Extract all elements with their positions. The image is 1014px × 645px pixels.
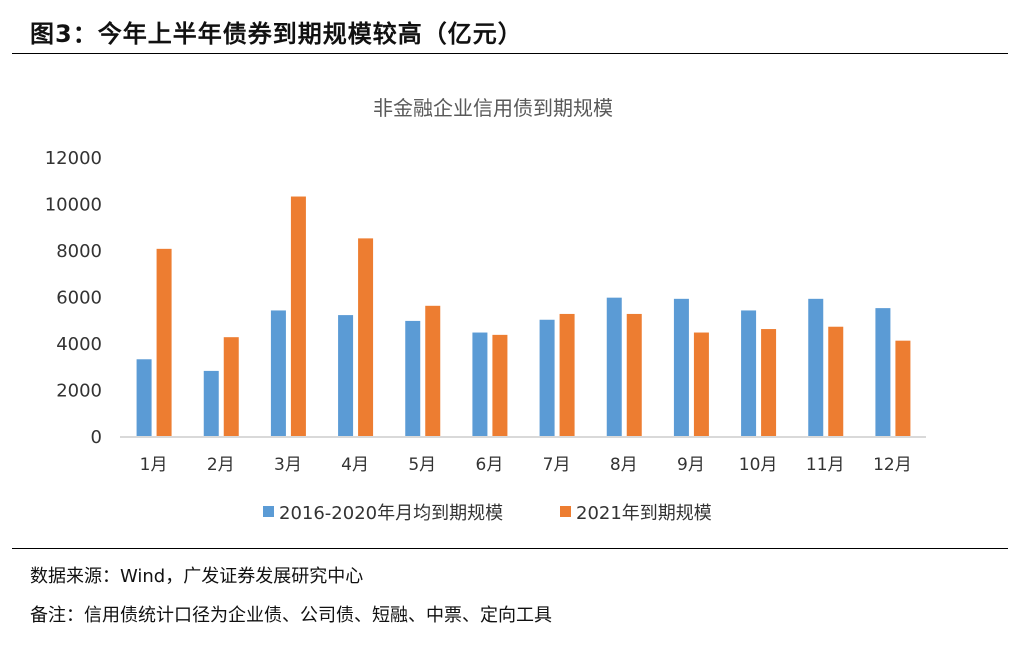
top-divider xyxy=(12,53,1008,54)
bar-2021 xyxy=(828,326,844,436)
remark-note: 备注：信用债统计口径为企业债、公司债、短融、中票、定向工具 xyxy=(30,605,552,626)
y-tick-label: 6000 xyxy=(56,288,102,309)
bar-2021 xyxy=(895,340,911,436)
legend-swatch xyxy=(560,506,571,517)
bar-2021 xyxy=(559,313,575,436)
y-tick-label: 10000 xyxy=(45,195,102,216)
bar-avg xyxy=(673,298,689,436)
bar-avg xyxy=(606,297,622,436)
source-note: 数据来源：Wind，广发证券发展研究中心 xyxy=(30,566,364,587)
bar-2021 xyxy=(761,329,777,436)
bar-2021 xyxy=(693,332,709,436)
figure-title: 图3：今年上半年债券到期规模较高（亿元） xyxy=(30,20,523,48)
legend-label: 2016-2020年月均到期规模 xyxy=(279,503,503,524)
x-tick-label: 7月 xyxy=(543,455,571,475)
bar-avg xyxy=(405,320,421,436)
bottom-divider xyxy=(12,548,1008,549)
y-tick-label: 12000 xyxy=(45,148,102,169)
x-tick-label: 4月 xyxy=(341,455,369,475)
bar-avg xyxy=(741,310,757,436)
bar-avg xyxy=(270,310,286,436)
bar-2021 xyxy=(492,334,508,436)
bar-2021 xyxy=(358,238,374,436)
bar-2021 xyxy=(626,313,642,436)
bar-avg xyxy=(338,315,354,436)
bar-2021 xyxy=(425,305,441,436)
bar-avg xyxy=(136,359,152,436)
x-tick-label: 5月 xyxy=(408,455,436,475)
x-tick-label: 11月 xyxy=(806,455,845,475)
bar-avg xyxy=(808,298,824,436)
x-tick-label: 3月 xyxy=(274,455,302,475)
x-tick-label: 12月 xyxy=(873,455,912,475)
x-tick-label: 1月 xyxy=(140,455,168,475)
bar-2021 xyxy=(223,337,239,436)
x-tick-label: 10月 xyxy=(739,455,778,475)
y-tick-label: 0 xyxy=(91,427,102,448)
legend-swatch xyxy=(263,506,274,517)
bar-avg xyxy=(203,370,219,436)
y-tick-label: 2000 xyxy=(56,381,102,402)
bar-avg xyxy=(875,308,891,436)
y-tick-label: 4000 xyxy=(56,334,102,355)
x-tick-label: 8月 xyxy=(610,455,638,475)
bar-2021 xyxy=(156,248,172,436)
bar-2021 xyxy=(290,196,306,436)
legend-label: 2021年到期规模 xyxy=(576,503,712,524)
x-tick-label: 2月 xyxy=(207,455,235,475)
bar-avg xyxy=(472,332,488,436)
chart-title: 非金融企业信用债到期规模 xyxy=(373,96,613,120)
y-tick-label: 8000 xyxy=(56,241,102,262)
x-tick-label: 9月 xyxy=(677,455,705,475)
x-tick-label: 6月 xyxy=(476,455,504,475)
bar-avg xyxy=(539,319,555,436)
